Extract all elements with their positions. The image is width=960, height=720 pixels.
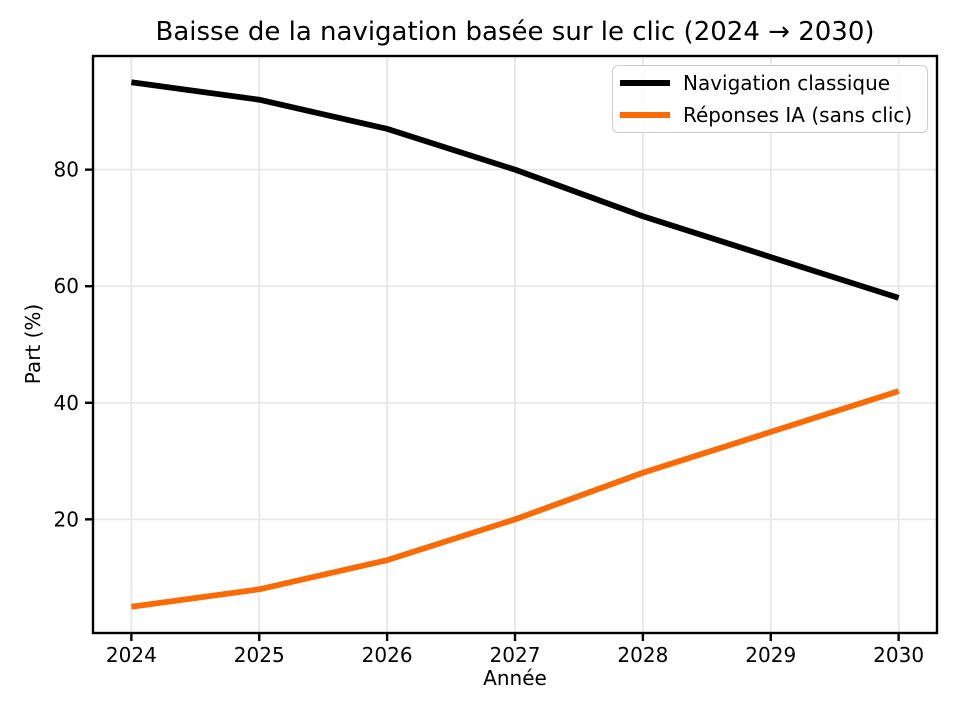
- legend-label: Navigation classique: [683, 71, 891, 95]
- x-tick-label: 2026: [362, 643, 413, 667]
- tick-layer: [85, 168, 900, 641]
- x-axis-label: Année: [483, 666, 547, 690]
- y-tick-label: 80: [54, 158, 79, 182]
- legend-swatch-black-line: [620, 80, 670, 86]
- y-tick-label: 60: [54, 274, 79, 298]
- legend-item-navigation-classique: Navigation classique: [620, 71, 927, 95]
- series-line-1: [130, 388, 900, 610]
- axes-spines: [91, 54, 939, 635]
- legend-box: Navigation classique Réponses IA (sans c…: [612, 65, 928, 133]
- legend-label: Réponses IA (sans clic): [683, 103, 913, 127]
- series-line-0: [130, 79, 900, 301]
- y-axis-label: Part (%): [21, 303, 45, 385]
- series-layer: [130, 79, 900, 610]
- x-tick-label: 2030: [873, 643, 924, 667]
- y-tick-label: 40: [54, 391, 79, 415]
- grid-layer: [93, 56, 937, 633]
- x-tick-label: 2028: [617, 643, 668, 667]
- tick-label-layer: 2024 2025 2026 2027 2028 2029 2030 20 40 60 80: [54, 158, 925, 667]
- legend-swatch-orange-line: [620, 112, 670, 118]
- legend-item-reponses-ia: Réponses IA (sans clic): [620, 103, 927, 127]
- y-tick-label: 20: [54, 507, 79, 531]
- x-tick-label: 2029: [745, 643, 796, 667]
- x-tick-label: 2024: [106, 643, 157, 667]
- x-tick-label: 2025: [234, 643, 285, 667]
- chart-title: Baisse de la navigation basée sur le cli…: [155, 17, 875, 47]
- plot-border: [91, 54, 939, 635]
- x-tick-label: 2027: [490, 643, 541, 667]
